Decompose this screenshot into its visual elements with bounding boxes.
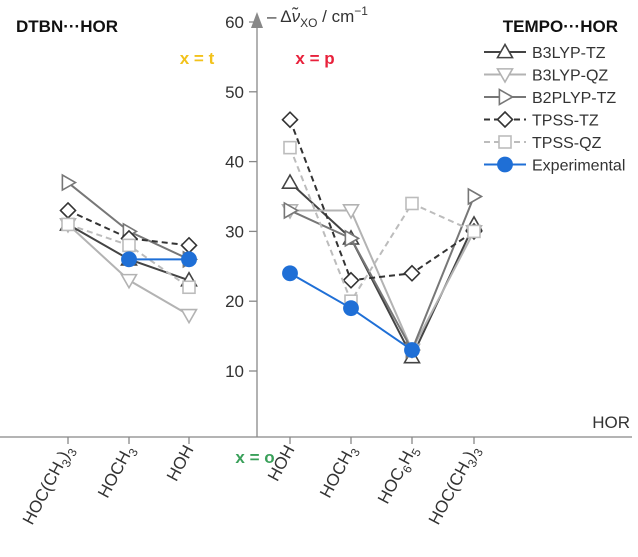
- data-point-b2plyp-tz: [61, 173, 78, 192]
- x-category-label: HOH: [163, 442, 198, 484]
- y-axis-arrow: [251, 12, 263, 28]
- panel-title-right: TEMPO···HOR: [503, 17, 618, 36]
- legend-label-tpss-qz: TPSS-QZ: [532, 135, 602, 152]
- annotation-label: x = o: [235, 448, 274, 467]
- data-point-b2plyp-tz: [283, 201, 300, 220]
- data-point-tpss-qz: [405, 196, 419, 211]
- x-axis-label: HOR: [592, 413, 630, 432]
- y-tick-label: 60: [225, 13, 244, 32]
- data-point-experimental: [181, 251, 197, 268]
- x-category-label: HOC(CH3)3: [425, 442, 486, 530]
- data-point-b3lyp-qz: [342, 204, 360, 220]
- series-line-tpss-tz: [67, 209, 190, 247]
- data-point-experimental: [121, 251, 137, 268]
- x-category-label: HOC(CH3)3: [19, 442, 80, 530]
- data-point-tpss-tz: [281, 111, 299, 129]
- y-tick-label: 40: [225, 153, 244, 172]
- series-line-b3lyp-tz: [289, 181, 475, 360]
- data-point-experimental: [343, 300, 359, 317]
- series-line-tpss-qz: [289, 147, 475, 304]
- y-tick-label: 30: [225, 222, 244, 241]
- legend-marker-b3lyp-tz: [496, 42, 514, 59]
- y-axis-label: – Δν̃XO / cm−1: [267, 4, 368, 30]
- data-point-tpss-tz: [180, 236, 198, 254]
- series-line-tpss-tz: [289, 119, 475, 282]
- legend-marker-tpss-qz: [498, 135, 512, 149]
- legend-label-b3lyp-tz: B3LYP-TZ: [532, 45, 606, 62]
- axes-group: [0, 12, 632, 444]
- y-tick-label: 10: [225, 362, 244, 381]
- legend: B3LYP-TZ B3LYP-QZ B2PLYP-TZ TPSS-TZ TPSS-QZ E…: [484, 42, 625, 175]
- legend-marker-b2plyp-tz: [498, 88, 515, 106]
- data-point-tpss-qz: [283, 140, 297, 155]
- y-tick-label: 50: [225, 83, 244, 102]
- data-point-tpss-qz: [467, 224, 481, 239]
- data-point-b2plyp-tz: [344, 229, 361, 248]
- data-point-tpss-qz: [122, 238, 136, 253]
- series-line-b2plyp-tz: [289, 196, 475, 353]
- y-tick-label: 20: [225, 292, 244, 311]
- data-point-tpss-tz: [403, 264, 421, 282]
- legend-label-experimental: Experimental: [532, 158, 625, 175]
- data-point-tpss-tz: [342, 271, 360, 289]
- data-point-b3lyp-qz: [180, 308, 198, 325]
- legend-marker-experimental: [497, 156, 513, 173]
- data-point-b2plyp-tz: [467, 187, 484, 206]
- data-point-experimental: [282, 265, 298, 282]
- x-category-label: HOC6H5: [374, 442, 424, 509]
- annotation-label: x = t: [180, 49, 215, 68]
- legend-marker-tpss-tz: [496, 110, 514, 129]
- panel-title-left: DTBN···HOR: [16, 17, 118, 36]
- data-point-b3lyp-qz: [120, 273, 138, 290]
- data-point-tpss-tz: [59, 201, 77, 220]
- legend-label-tpss-tz: TPSS-TZ: [532, 113, 599, 130]
- annotation-label: x = p: [295, 49, 334, 68]
- data-point-tpss-qz: [61, 217, 75, 232]
- data-point-tpss-qz: [182, 280, 196, 295]
- x-category-label: HOCH3: [316, 442, 363, 503]
- data-point-experimental: [404, 342, 420, 358]
- legend-marker-b3lyp-qz: [496, 68, 514, 84]
- legend-label-b2plyp-tz: B2PLYP-TZ: [532, 90, 616, 107]
- series-line-b3lyp-qz: [290, 209, 475, 353]
- data-point-b3lyp-tz: [281, 173, 299, 189]
- series-group: [59, 111, 484, 364]
- x-category-label: HOCH3: [94, 442, 141, 503]
- legend-label-b3lyp-qz: B3LYP-QZ: [532, 68, 608, 85]
